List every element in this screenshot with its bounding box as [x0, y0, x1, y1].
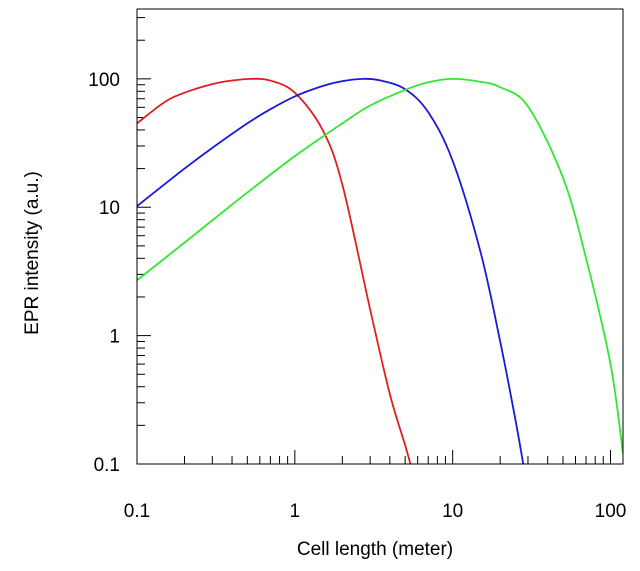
x-tick-label: 0.1	[124, 501, 150, 522]
y-tick-labels: 0.1 1 10 100	[88, 70, 120, 476]
plot-frame	[136, 8, 624, 465]
x-tick-label: 10	[442, 501, 463, 522]
series-line-2	[137, 77, 525, 464]
series-line-3	[137, 77, 623, 454]
y-axis-title: EPR intensity (a.u.)	[22, 171, 43, 335]
series-line-1	[137, 77, 412, 464]
x-axis-title: Cell length (meter)	[297, 539, 453, 560]
x-tick-label: 100	[595, 501, 627, 522]
y-tick-label: 100	[88, 70, 120, 91]
x-tick-labels: 0.1 1 10 100	[124, 501, 627, 522]
x-tick-label: 1	[290, 501, 301, 522]
series-group	[137, 77, 623, 464]
y-tick-label: 0.1	[94, 455, 120, 476]
y-tick-label: 1	[109, 327, 120, 348]
y-tick-label: 10	[99, 198, 120, 219]
